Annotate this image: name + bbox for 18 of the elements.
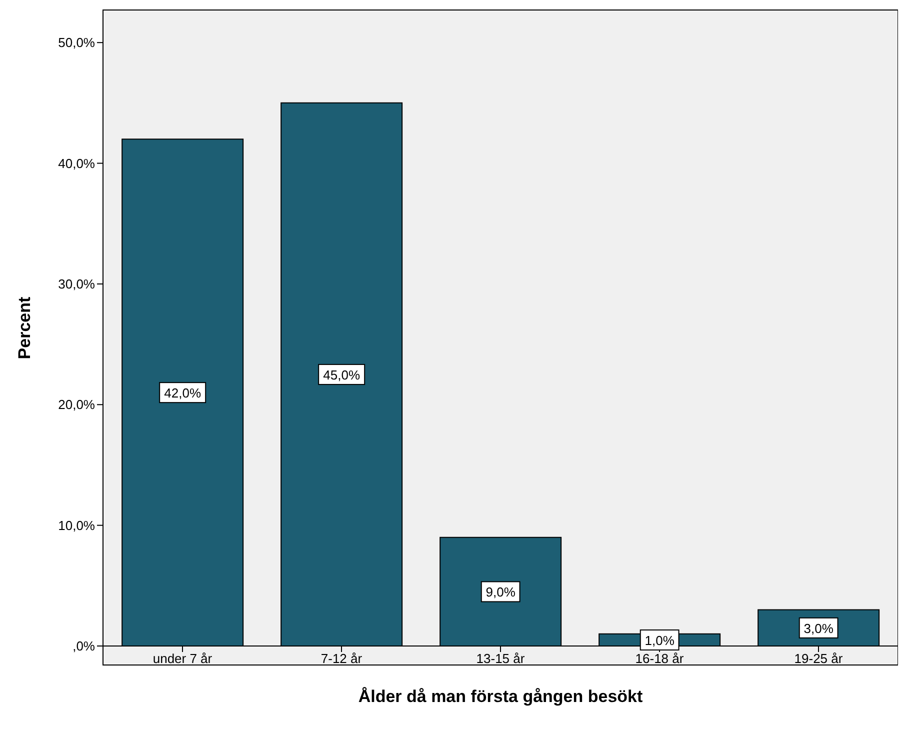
x-tick-label: 19-25 år: [794, 651, 844, 666]
y-axis-title: Percent: [15, 296, 34, 360]
y-tick-label: 40,0%: [58, 156, 96, 171]
data-label: 3,0%: [804, 620, 834, 636]
y-tick-label: 10,0%: [58, 518, 96, 533]
y-tick-label: ,0%: [72, 638, 96, 654]
y-tick-label: 30,0%: [58, 276, 96, 292]
data-label: 45,0%: [323, 367, 360, 382]
data-label: 1,0%: [644, 632, 675, 648]
x-tick-label: under 7 år: [152, 651, 213, 666]
x-tick-label: 7-12 år: [320, 651, 363, 666]
x-tick-label: 16-18 år: [635, 651, 684, 666]
data-label: 9,0%: [486, 584, 516, 600]
x-tick-label: 13-15 år: [476, 651, 526, 666]
y-tick-label: 20,0%: [58, 397, 96, 412]
x-axis-title: Ålder då man första gången besökt: [358, 687, 643, 706]
y-tick-label: 50,0%: [58, 35, 96, 50]
data-label: 42,0%: [164, 386, 202, 401]
